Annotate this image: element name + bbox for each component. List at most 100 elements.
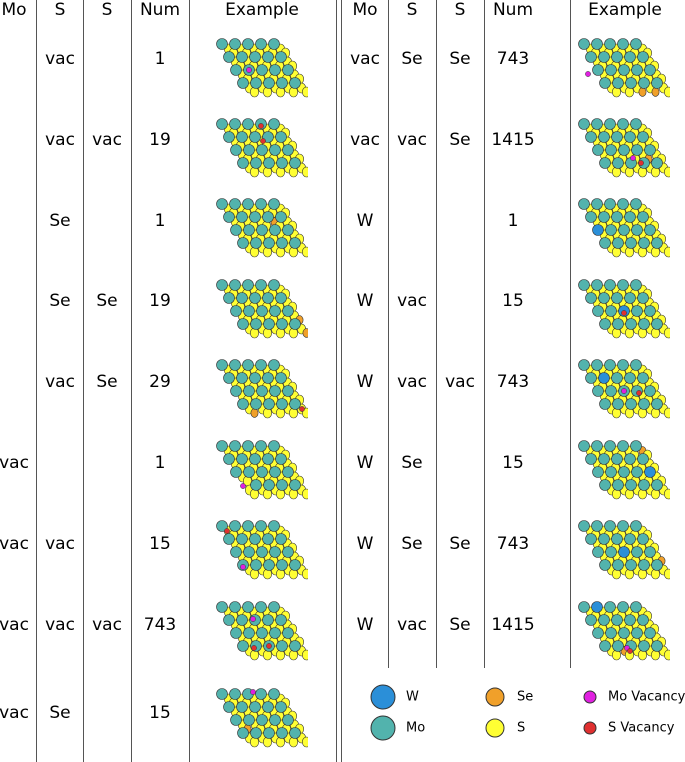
mo-atom	[591, 38, 603, 50]
cell-num: 1415	[491, 130, 535, 150]
mo-atom	[268, 118, 280, 130]
mo-atom	[216, 359, 228, 371]
cell-mo: W	[356, 291, 374, 311]
mo-atom	[637, 131, 649, 143]
s-atom	[664, 568, 670, 580]
mo-atom	[275, 292, 287, 304]
mo-vacancy-marker	[240, 483, 246, 489]
mo-atom	[275, 701, 287, 713]
mo-atom	[289, 559, 301, 571]
s-atom	[302, 246, 308, 258]
mo-atom	[631, 627, 643, 639]
cell-s-top: vac	[45, 615, 75, 635]
mo-atom	[282, 224, 294, 236]
cell-s-top: Se	[49, 703, 71, 723]
cell-num: 15	[502, 291, 524, 311]
legend-label: Se	[517, 689, 534, 705]
mo-atom	[216, 118, 228, 130]
cell-num: 1415	[491, 615, 535, 635]
mo-atom	[585, 211, 597, 223]
mo-atom	[230, 305, 242, 317]
mo-atom	[216, 688, 228, 700]
mo-atom	[242, 601, 254, 613]
w-atom	[618, 546, 630, 558]
column-header: Num	[492, 0, 534, 20]
mo-atom	[236, 211, 248, 223]
mo-atom	[618, 64, 630, 76]
s-vacancy-marker	[258, 123, 264, 129]
legend-swatch	[485, 687, 505, 707]
mo-atom	[230, 627, 242, 639]
mo-atom	[611, 453, 623, 465]
mo-atom	[637, 453, 649, 465]
cell-s-top: vac	[397, 372, 427, 392]
mo-atom	[630, 520, 642, 532]
cell-s-bottom: vac	[445, 372, 475, 392]
mo-atom	[268, 601, 280, 613]
mo-atom	[216, 279, 228, 291]
mo-atom	[604, 601, 616, 613]
cell-num: 19	[149, 291, 171, 311]
example-lattice-thumbnail	[578, 118, 670, 178]
mo-atom	[624, 372, 636, 384]
mo-atom	[599, 157, 611, 169]
mo-atom	[262, 453, 274, 465]
mo-atom	[604, 118, 616, 130]
mo-atom	[585, 372, 597, 384]
mo-atom	[644, 144, 656, 156]
mo-atom	[618, 627, 630, 639]
s-atom	[664, 488, 670, 500]
column-header: Num	[139, 0, 181, 20]
s-vacancy-marker	[251, 645, 257, 651]
mo-atom	[256, 305, 268, 317]
legend-label: Mo Vacancy	[608, 689, 685, 705]
s-atom	[664, 407, 670, 419]
legend-swatch	[370, 684, 396, 710]
cell-mo: vac	[0, 703, 29, 723]
mo-atom	[289, 479, 301, 491]
mo-atom	[605, 64, 617, 76]
mo-atom	[630, 118, 642, 130]
cell-mo: W	[356, 211, 374, 231]
cell-s-top: vac	[45, 130, 75, 150]
mo-atom	[289, 398, 301, 410]
mo-atom	[269, 627, 281, 639]
cell-num: 19	[149, 130, 171, 150]
mo-atom	[256, 144, 268, 156]
mo-atom	[250, 727, 262, 739]
mo-atom	[223, 533, 235, 545]
mo-atom	[612, 559, 624, 571]
mo-atom	[249, 292, 261, 304]
mo-atom	[275, 453, 287, 465]
mo-atom	[282, 64, 294, 76]
mo-atom	[591, 198, 603, 210]
mo-atom	[611, 292, 623, 304]
mo-atom	[289, 727, 301, 739]
mo-atom	[631, 305, 643, 317]
mo-atom	[276, 398, 288, 410]
example-lattice-thumbnail	[216, 118, 308, 178]
mo-atom	[249, 211, 261, 223]
mo-atom	[256, 546, 268, 558]
column-divider	[336, 0, 337, 762]
mo-atom	[216, 38, 228, 50]
mo-atom	[631, 466, 643, 478]
example-lattice-thumbnail	[578, 601, 670, 661]
cell-s-bottom: vac	[92, 130, 122, 150]
mo-atom	[605, 466, 617, 478]
mo-atom	[289, 157, 301, 169]
mo-atom	[604, 198, 616, 210]
mo-atom	[255, 359, 267, 371]
example-lattice-thumbnail	[216, 38, 308, 98]
mo-atom	[598, 292, 610, 304]
mo-atom	[256, 466, 268, 478]
mo-atom	[282, 466, 294, 478]
mo-atom	[611, 533, 623, 545]
substituted-atom	[651, 87, 660, 97]
mo-atom	[269, 546, 281, 558]
mo-atom	[617, 520, 629, 532]
mo-atom	[276, 479, 288, 491]
mo-atom	[242, 279, 254, 291]
mo-atom	[276, 237, 288, 249]
mo-vacancy-marker	[250, 616, 256, 622]
